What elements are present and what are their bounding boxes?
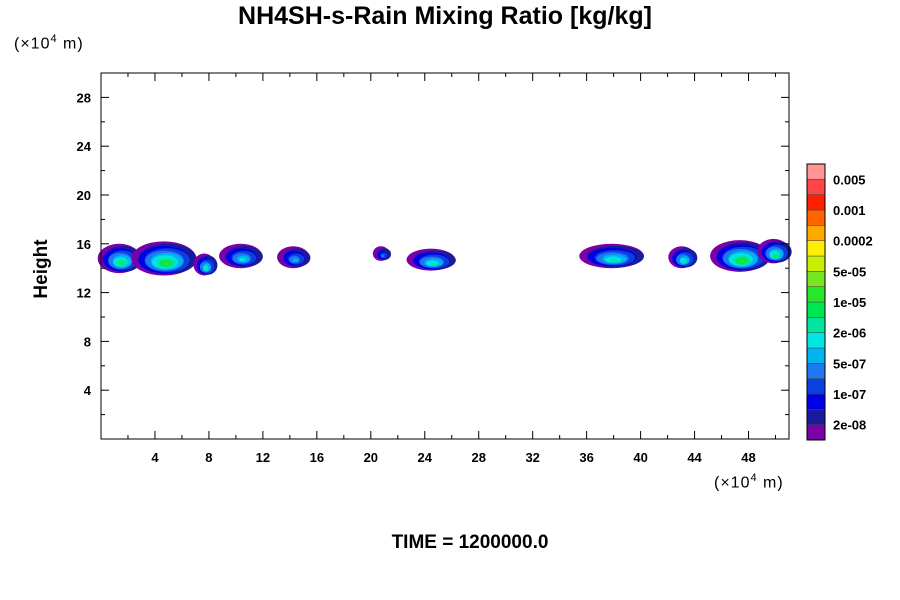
colorbar-swatch [806, 271, 826, 287]
colorbar: 2e-08 1e-07 5e-07 2e-06 1e-05 5e-05 0.0002 0.00… [806, 163, 873, 441]
colorbar-label: 5e-05 [833, 264, 866, 279]
y-tick-label: 28 [77, 90, 91, 105]
contour-blob [193, 253, 218, 276]
contour-level [430, 262, 437, 266]
colorbar-label: 5e-07 [833, 356, 866, 371]
y-axis-unit: (×104 m) [14, 33, 84, 53]
contour-level [162, 262, 170, 266]
x-tick-label: 48 [741, 450, 755, 465]
contour-blob [710, 240, 771, 272]
contour-level [609, 258, 618, 262]
colorbar-swatch [806, 424, 826, 441]
colorbar-label: 0.001 [833, 203, 866, 218]
chart-title: NH4SH-s-Rain Mixing Ratio [kg/kg] [238, 2, 652, 30]
colorbar-swatch [806, 409, 826, 425]
colorbar-swatch [806, 378, 826, 395]
x-tick-label: 4 [151, 450, 159, 465]
colorbar-swatch [806, 363, 826, 379]
colorbar-label: 0.0002 [833, 234, 873, 249]
colorbar-swatch [806, 347, 826, 364]
colorbar-swatch [806, 194, 826, 211]
contour-blob [757, 238, 792, 264]
x-tick-label: 20 [364, 450, 378, 465]
contour-blob [579, 243, 645, 269]
contour-blob [277, 246, 311, 269]
contour-blob [131, 241, 197, 276]
contour-blob [372, 246, 392, 261]
colorbar-label: 2e-06 [833, 326, 866, 341]
contour-level [118, 261, 124, 265]
contour-level [380, 254, 385, 258]
x-tick-label: 12 [256, 450, 270, 465]
y-tick-label: 24 [77, 139, 92, 154]
colorbar-swatch [806, 301, 826, 318]
colorbar-label: 2e-08 [833, 418, 866, 433]
colorbar-swatch [806, 225, 826, 241]
contour-level [205, 267, 208, 271]
x-tick-label: 36 [579, 450, 593, 465]
contour-blob [406, 248, 456, 271]
colorbar-swatch [806, 255, 826, 272]
x-tick-label: 32 [525, 450, 539, 465]
contour-level [739, 259, 745, 263]
colorbar-swatch [806, 209, 826, 226]
contour-level [292, 258, 299, 263]
contour-field [97, 238, 792, 276]
y-tick-label: 16 [77, 237, 91, 252]
colorbar-swatch [806, 332, 826, 349]
colorbar-swatch [806, 163, 826, 180]
x-tick-label: 40 [633, 450, 647, 465]
colorbar-swatch [806, 286, 826, 303]
colorbar-label: 0.005 [833, 172, 866, 187]
y-tick-label: 4 [84, 383, 92, 398]
contour-blob [219, 243, 263, 269]
colorbar-swatch [806, 179, 826, 195]
x-tick-label: 16 [310, 450, 324, 465]
y-tick-label: 20 [77, 188, 91, 203]
colorbar-swatch [806, 317, 826, 333]
x-tick-label: 44 [687, 450, 702, 465]
plot-frame [100, 72, 790, 440]
x-tick-label: 8 [205, 450, 212, 465]
contour-level [682, 260, 686, 263]
contour-blob [97, 243, 143, 274]
y-tick-label: 8 [84, 334, 91, 349]
contour-level [239, 257, 246, 262]
colorbar-swatch [806, 240, 826, 257]
contour-blob [668, 246, 698, 269]
time-label: TIME = 1200000.0 [391, 532, 549, 553]
contour-level [773, 254, 778, 258]
y-tick-label: 12 [77, 286, 91, 301]
colorbar-frame [806, 163, 826, 441]
x-axis-unit: (×104 m) [714, 472, 784, 492]
colorbar-label: 1e-05 [833, 295, 866, 310]
x-tick-label: 28 [471, 450, 485, 465]
colorbar-label: 1e-07 [833, 387, 866, 402]
x-tick-label: 24 [418, 450, 433, 465]
colorbar-swatch [806, 393, 826, 410]
